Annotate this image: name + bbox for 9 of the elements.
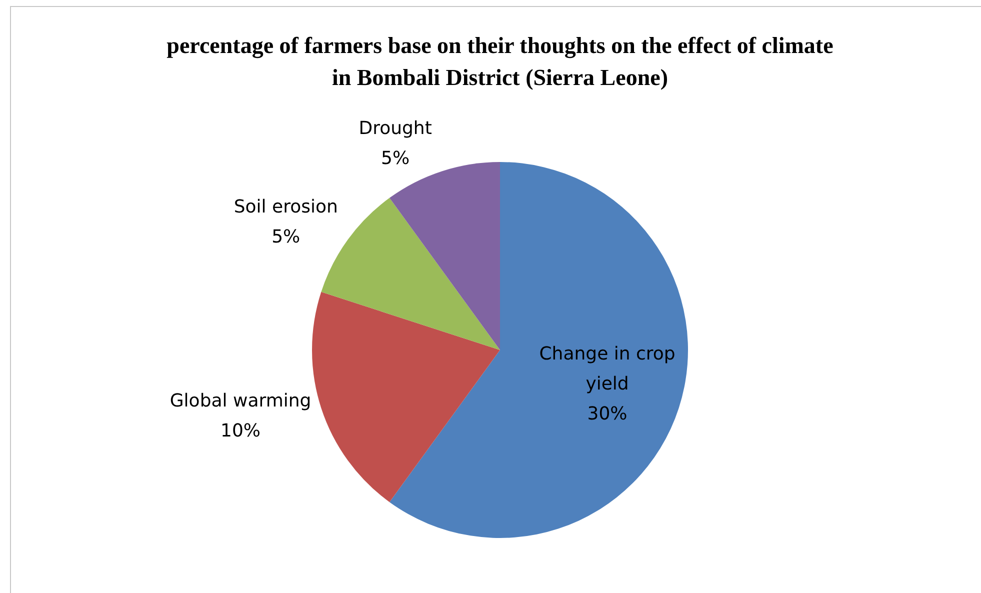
data-label: 30% bbox=[587, 404, 628, 425]
data-label: 5% bbox=[381, 148, 410, 170]
slice-label: Change in crop yield bbox=[539, 344, 676, 395]
data-label: 5% bbox=[272, 226, 300, 248]
slice-label: Drought bbox=[358, 118, 432, 140]
chart-title: percentage of farmers base on their thoughts on the effect of climate in Bombali District (Sierra Leone) bbox=[166, 32, 834, 92]
slice-label: Global warming bbox=[170, 390, 312, 412]
slice-label: Soil erosion bbox=[234, 196, 338, 218]
data-label: 10% bbox=[220, 420, 261, 442]
